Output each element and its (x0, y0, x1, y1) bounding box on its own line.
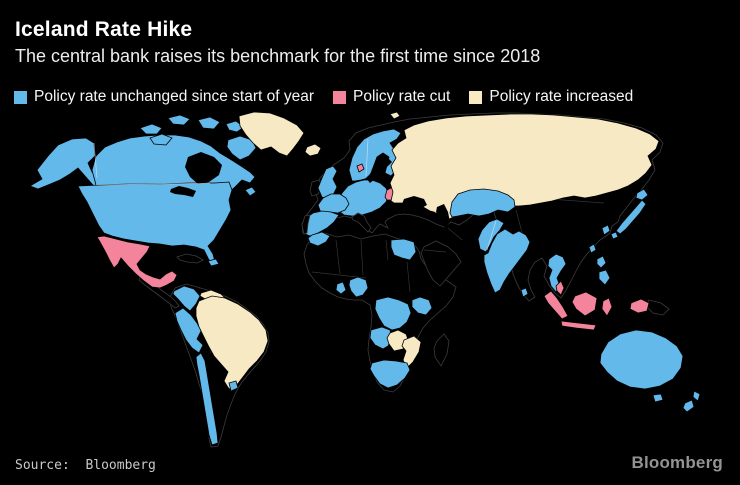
source-note: Source: Bloomberg (15, 458, 156, 473)
region-pakistan (477, 218, 505, 253)
hudson-bay (185, 152, 222, 184)
great-lakes (170, 186, 196, 197)
region-borneo (571, 291, 598, 317)
region-philippines (596, 255, 607, 269)
region-java (560, 320, 597, 331)
region-canada-arctic-islands (139, 123, 163, 135)
region-canada-baffin (226, 135, 257, 161)
region-peru (174, 307, 204, 354)
region-south-korea (601, 224, 611, 236)
region-philippines (598, 269, 611, 286)
chart-title: Iceland Rate Hike (15, 18, 193, 41)
chart-subtitle: The central bank raises its benchmark fo… (15, 46, 541, 66)
region-colombia (172, 285, 201, 312)
legend-item: Policy rate cut (333, 88, 450, 106)
region-taiwan (588, 243, 597, 254)
legend-item: Policy rate increased (469, 88, 633, 106)
region-malay-peninsula (555, 280, 565, 296)
baltic-sea (366, 158, 392, 183)
island-cuba (176, 253, 204, 264)
norway-sweden-border (365, 138, 369, 177)
region-sumatra (543, 290, 569, 320)
legend-swatch-increased-icon (469, 90, 483, 104)
region-canada-arctic-islands (167, 114, 191, 126)
region-chile (195, 352, 219, 446)
region-canada-victoria-island (149, 133, 173, 146)
region-usa (77, 181, 233, 263)
india-pakistan-border (486, 220, 497, 251)
region-japan-hokkaido (635, 188, 649, 201)
region-morocco (307, 231, 331, 247)
region-uruguay (228, 380, 239, 392)
region-south-africa (369, 359, 411, 389)
region-italy (351, 212, 372, 233)
region-mexico (96, 235, 178, 289)
region-west-papua (629, 298, 650, 314)
landmass-arabia (420, 240, 462, 287)
region-dr-congo (374, 296, 412, 331)
island-new-guinea-east (645, 299, 670, 316)
legend-swatch-unchanged-icon (14, 90, 27, 104)
region-ghana (335, 281, 347, 295)
region-egypt (390, 238, 417, 261)
chart-header: Iceland Rate Hike The central bank raise… (15, 18, 540, 67)
region-dominican-republic (207, 258, 220, 267)
region-iceland (304, 143, 322, 157)
region-tasmania (652, 393, 664, 403)
region-sri-lanka (520, 287, 529, 298)
region-kazakhstan (449, 188, 516, 218)
region-mozambique (401, 335, 422, 369)
black-sea (402, 196, 427, 210)
legend-label: Policy rate cut (353, 88, 451, 105)
region-portugal (301, 214, 311, 235)
region-canada-newfoundland (244, 186, 257, 197)
legend-item: Policy rate unchanged since start of yea… (14, 88, 314, 106)
region-kenya-uganda (411, 296, 433, 316)
region-sulawesi (601, 297, 613, 317)
region-canada-arctic-islands (197, 116, 221, 130)
region-india (483, 228, 531, 294)
island-madagascar (433, 333, 450, 367)
region-new-zealand-north (692, 390, 701, 402)
region-new-zealand-south (682, 399, 695, 413)
region-nigeria (348, 276, 369, 298)
legend: Policy rate unchanged since start of yea… (14, 88, 652, 106)
bloomberg-logo: Bloomberg (631, 453, 723, 472)
region-alaska (29, 137, 105, 193)
region-japan-kyushu (610, 231, 619, 240)
legend-swatch-cut-icon (333, 90, 347, 104)
region-japan-honshu (615, 199, 647, 235)
region-brazil (195, 295, 269, 390)
us-canada-border (95, 183, 211, 185)
legend-label: Policy rate increased (489, 88, 634, 105)
alaska-canada-border (93, 142, 98, 179)
region-australia (599, 329, 684, 390)
caspian-sea (436, 204, 450, 228)
legend-label: Policy rate unchanged since start of yea… (34, 88, 315, 105)
region-denmark (356, 163, 365, 173)
region-svalbard (389, 111, 401, 120)
region-greenland (238, 111, 305, 157)
region-angola (369, 326, 393, 350)
